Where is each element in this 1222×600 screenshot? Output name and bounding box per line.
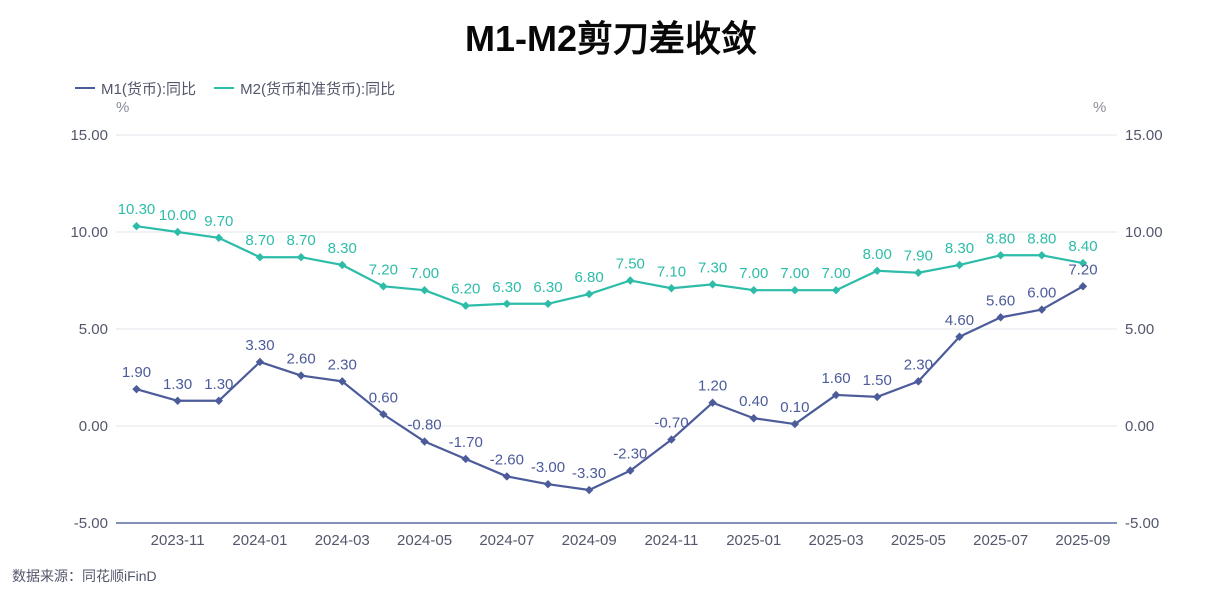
svg-text:-0.70: -0.70 xyxy=(654,415,688,432)
svg-text:8.40: 8.40 xyxy=(1068,238,1097,255)
svg-text:8.00: 8.00 xyxy=(863,246,892,263)
svg-text:7.10: 7.10 xyxy=(657,263,686,280)
svg-text:0.00: 0.00 xyxy=(1125,418,1154,435)
svg-text:5.00: 5.00 xyxy=(1125,321,1154,338)
svg-text:2025-07: 2025-07 xyxy=(973,532,1028,549)
svg-text:2025-01: 2025-01 xyxy=(726,532,781,549)
svg-text:10.30: 10.30 xyxy=(118,201,156,218)
svg-text:0.10: 0.10 xyxy=(780,399,809,416)
svg-text:8.30: 8.30 xyxy=(328,240,357,257)
svg-text:2.60: 2.60 xyxy=(286,351,315,368)
svg-text:6.30: 6.30 xyxy=(492,279,521,296)
svg-text:1.30: 1.30 xyxy=(163,376,192,393)
svg-text:6.80: 6.80 xyxy=(575,269,604,286)
svg-text:15.00: 15.00 xyxy=(70,127,108,144)
svg-text:7.00: 7.00 xyxy=(410,265,439,282)
svg-text:15.00: 15.00 xyxy=(1125,127,1163,144)
svg-text:1.20: 1.20 xyxy=(698,378,727,395)
svg-text:2023-11: 2023-11 xyxy=(151,532,205,549)
svg-text:7.00: 7.00 xyxy=(739,265,768,282)
svg-text:10.00: 10.00 xyxy=(70,224,108,241)
svg-text:10.00: 10.00 xyxy=(1125,224,1163,241)
svg-text:2024-05: 2024-05 xyxy=(397,532,452,549)
svg-text:1.60: 1.60 xyxy=(821,370,850,387)
svg-text:-5.00: -5.00 xyxy=(1125,515,1159,532)
svg-text:5.60: 5.60 xyxy=(986,292,1015,309)
svg-text:7.90: 7.90 xyxy=(904,248,933,265)
svg-text:2025-05: 2025-05 xyxy=(891,532,946,549)
svg-text:-3.00: -3.00 xyxy=(531,459,565,476)
svg-text:1.90: 1.90 xyxy=(122,364,151,381)
svg-text:8.70: 8.70 xyxy=(245,232,274,249)
svg-text:7.20: 7.20 xyxy=(369,261,398,278)
svg-text:-1.70: -1.70 xyxy=(449,434,483,451)
svg-text:2.30: 2.30 xyxy=(328,356,357,373)
svg-text:7.50: 7.50 xyxy=(616,256,645,273)
svg-text:8.80: 8.80 xyxy=(986,230,1015,247)
svg-text:4.60: 4.60 xyxy=(945,312,974,329)
svg-text:2024-01: 2024-01 xyxy=(232,532,287,549)
svg-text:2024-07: 2024-07 xyxy=(479,532,534,549)
svg-text:8.30: 8.30 xyxy=(945,240,974,257)
svg-text:2025-09: 2025-09 xyxy=(1055,532,1110,549)
svg-text:-2.30: -2.30 xyxy=(613,446,647,463)
svg-text:1.30: 1.30 xyxy=(204,376,233,393)
svg-text:0.00: 0.00 xyxy=(79,418,108,435)
svg-text:1.50: 1.50 xyxy=(863,372,892,389)
svg-text:10.00: 10.00 xyxy=(159,207,197,224)
svg-text:6.30: 6.30 xyxy=(533,279,562,296)
svg-text:-0.80: -0.80 xyxy=(407,417,441,434)
svg-text:7.00: 7.00 xyxy=(821,265,850,282)
svg-text:0.60: 0.60 xyxy=(369,389,398,406)
svg-text:7.20: 7.20 xyxy=(1068,261,1097,278)
svg-text:2025-03: 2025-03 xyxy=(809,532,864,549)
svg-text:2024-03: 2024-03 xyxy=(315,532,370,549)
svg-text:8.80: 8.80 xyxy=(1027,230,1056,247)
svg-text:8.70: 8.70 xyxy=(286,232,315,249)
svg-text:5.00: 5.00 xyxy=(79,321,108,338)
svg-text:2024-09: 2024-09 xyxy=(562,532,617,549)
svg-text:-2.60: -2.60 xyxy=(490,451,524,468)
svg-text:6.00: 6.00 xyxy=(1027,285,1056,302)
svg-text:9.70: 9.70 xyxy=(204,213,233,230)
svg-text:6.20: 6.20 xyxy=(451,281,480,298)
svg-text:-3.30: -3.30 xyxy=(572,465,606,482)
svg-text:3.30: 3.30 xyxy=(245,337,274,354)
svg-text:-5.00: -5.00 xyxy=(74,515,108,532)
svg-text:0.40: 0.40 xyxy=(739,393,768,410)
svg-text:2.30: 2.30 xyxy=(904,356,933,373)
svg-text:7.30: 7.30 xyxy=(698,259,727,276)
svg-text:7.00: 7.00 xyxy=(780,265,809,282)
svg-text:2024-11: 2024-11 xyxy=(644,532,698,549)
